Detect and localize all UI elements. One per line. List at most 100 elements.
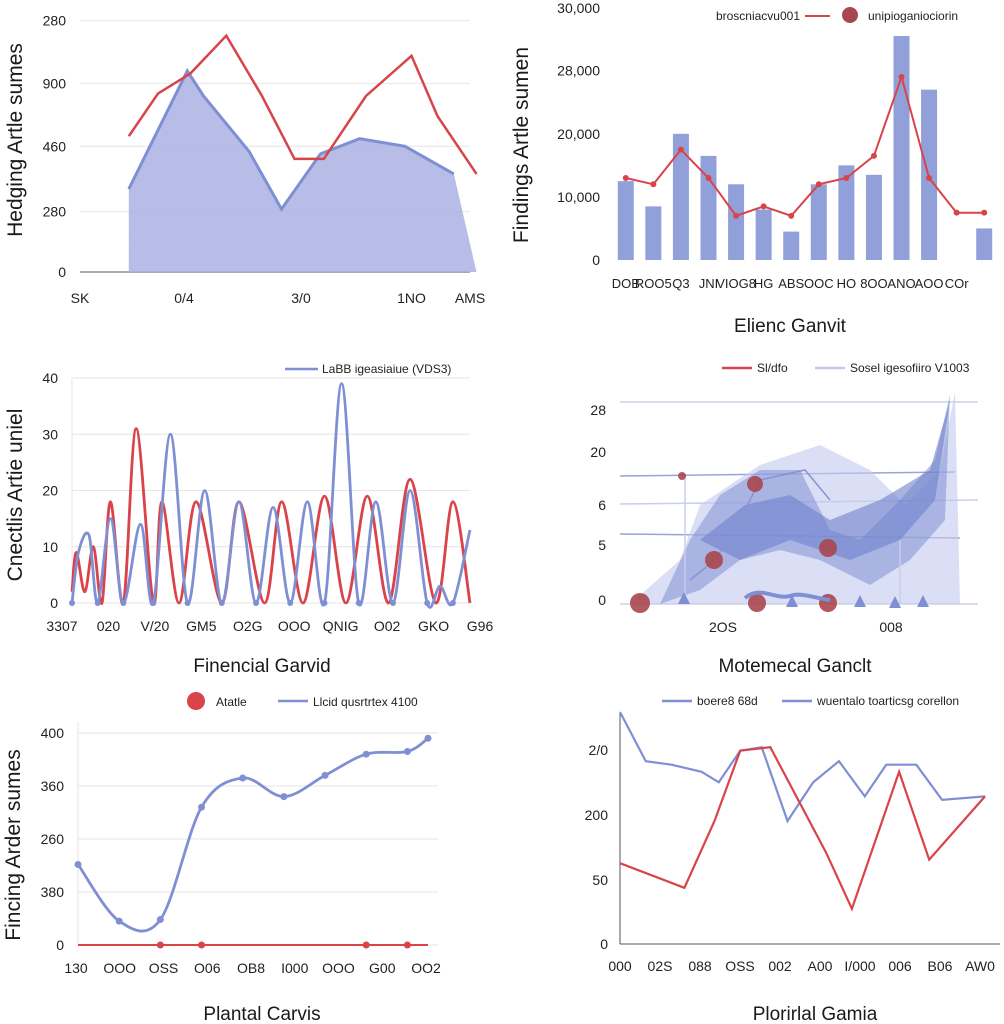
legend-label: Llcid qusrtrtex 4100: [313, 695, 418, 709]
line-point: [321, 771, 329, 779]
chart-6: 0 50 200 2/0 000 02S 088 OSS 002 A00 I/000 006 B06 AW…: [585, 694, 1000, 1024]
y-tick-label: 28,000: [557, 63, 600, 79]
y-tick-label: 50: [592, 872, 608, 888]
x-tick-label: 008: [879, 619, 903, 635]
x-tick-label: OO2: [411, 960, 441, 976]
x-tick-label: 02S: [648, 958, 673, 974]
bar-c5: [728, 184, 745, 260]
x-tick-label: ANO: [887, 276, 915, 291]
line-point: [424, 600, 431, 606]
y-tick-label: 30: [42, 426, 58, 442]
chart-title: Motemecal Ganclt: [718, 656, 872, 677]
y-tick-label: 200: [585, 807, 609, 823]
x-tick-label: OSS: [149, 960, 179, 976]
line-point: [403, 748, 411, 756]
x-tick-label: OSS: [725, 958, 755, 974]
chart-1: Hedging Artle sumes 0 280 460 900 280 SK 0/4 3/0…: [4, 13, 485, 306]
line-point: [362, 750, 370, 758]
x-tick-label: 002: [768, 958, 792, 974]
x-tick-label: GM5: [186, 618, 217, 634]
line-series-red: [619, 746, 986, 912]
line-point: [253, 600, 260, 606]
bar-c6: [755, 209, 772, 260]
x-tick-label: 8OO: [860, 276, 887, 291]
y-tick-label: 460: [43, 138, 67, 154]
x-tick-label: G96: [467, 618, 494, 634]
y-tick-label: 10: [42, 539, 58, 555]
line-point: [981, 209, 988, 216]
data-marker: [678, 592, 690, 604]
y-tick-label: 6: [598, 497, 606, 513]
data-marker: [854, 595, 866, 607]
x-tick-label: OOO: [278, 618, 311, 634]
line-point: [403, 941, 411, 949]
line-point: [870, 152, 877, 159]
legend-label: wuentalo toarticsg corellon: [816, 694, 959, 708]
line-point: [74, 860, 82, 868]
chart-4: 0 5 6 20 28 2OS 008 Sl/dfo Sosel igesofiiro V100…: [590, 361, 979, 677]
x-tick-label: 130: [64, 960, 88, 976]
chart-2: Findings Artle sumen 0 10,000 20,000 28,000 3…: [510, 0, 993, 337]
data-marker: [917, 595, 929, 607]
line-point: [622, 174, 629, 181]
line-point: [280, 793, 288, 801]
x-tick-label: HG: [754, 276, 774, 291]
bar-c9: [838, 165, 855, 260]
data-point: [678, 472, 686, 480]
bar-c14: [976, 228, 993, 260]
x-tick-label: O02: [374, 618, 401, 634]
x-tick-label: V/20: [140, 618, 169, 634]
x-tick-label: ABS: [778, 276, 804, 291]
line-point: [815, 181, 822, 188]
x-tick-label: AOO: [915, 276, 944, 291]
data-point: [748, 594, 766, 612]
x-tick-label: OOO: [322, 960, 355, 976]
area-layer-dark: [700, 400, 950, 560]
data-point: [630, 593, 650, 613]
line-series-blue: [76, 737, 429, 933]
x-tick-label: ROO5: [635, 276, 672, 291]
y-tick-label: 5: [598, 537, 606, 553]
line-point: [389, 600, 396, 606]
x-tick-label: JNI: [699, 276, 719, 291]
line-point: [239, 774, 247, 782]
y-axis-label: Hedging Artle sumes: [4, 43, 27, 237]
x-tick-label: COr: [945, 276, 970, 291]
chart-title: Finencial Garvid: [193, 656, 330, 677]
bar-c3: [672, 133, 689, 260]
y-axis-label: Cnectlis Artie uniel: [4, 409, 27, 582]
x-tick-label: OOO: [103, 960, 136, 976]
line-point: [650, 181, 657, 188]
y-tick-label: 0: [50, 595, 58, 611]
line-point: [788, 212, 795, 219]
line-point: [321, 600, 328, 606]
line-point: [287, 600, 294, 606]
line-point: [926, 174, 933, 181]
legend-label: broscniacvu001: [716, 9, 800, 23]
x-tick-label: 3/0: [291, 290, 311, 306]
legend-label: LaBB igeasiaiue (VDS3): [322, 362, 451, 376]
line-point: [198, 803, 206, 811]
line-point: [953, 209, 960, 216]
y-tick-label: 20: [590, 444, 606, 460]
y-axis-label: Fincing Arder sumes: [2, 749, 25, 940]
x-tick-label: 006: [888, 958, 912, 974]
y-tick-label: 0: [58, 264, 66, 280]
x-tick-label: O06: [194, 960, 221, 976]
y-axis-label: Findings Artle sumen: [510, 47, 533, 243]
x-tick-label: I000: [281, 960, 308, 976]
line-point: [843, 174, 850, 181]
x-tick-label: 000: [608, 958, 632, 974]
legend-label: Sl/dfo: [757, 361, 788, 375]
y-tick-label: 30,000: [557, 0, 600, 16]
legend-swatch-dot: [187, 692, 205, 710]
bar-c11: [893, 36, 910, 260]
line-point: [218, 600, 225, 606]
legend-label: Sosel igesofiiro V1003: [850, 361, 970, 375]
line-series-blue: [619, 711, 986, 824]
line-point: [449, 600, 456, 606]
line-point: [115, 917, 123, 925]
bar-c8: [810, 184, 827, 260]
y-tick-label: 0: [598, 592, 606, 608]
line-point: [733, 212, 740, 219]
